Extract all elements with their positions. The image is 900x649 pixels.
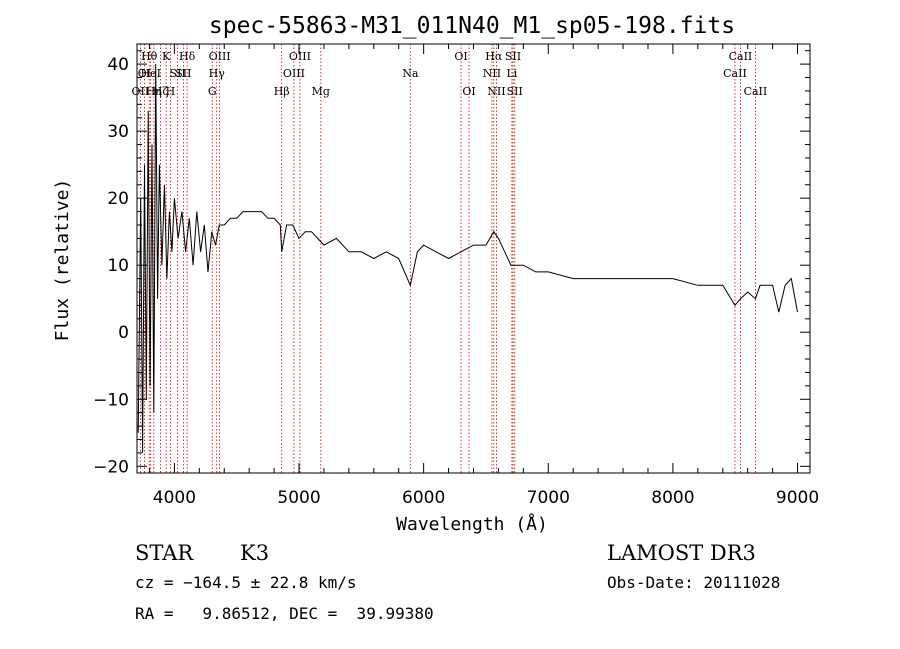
line-marker-label-7: H <box>166 85 176 98</box>
y-tick-label-0: −20 <box>93 457 129 477</box>
x-axis-ticks: 4000 5000 6000 7000 8000 9000 <box>148 44 819 508</box>
line-marker-label-23: NII <box>487 85 505 98</box>
object-subclass: K3 <box>240 541 269 565</box>
ra-dec-coordinates: RA = 9.86512, DEC = 39.99380 <box>135 604 434 623</box>
chart-title: spec-55863-M31_011N40_M1_sp05-198.fits <box>209 13 735 39</box>
y-tick-label-2: 0 <box>118 323 129 343</box>
x-tick-label-5: 9000 <box>776 488 819 508</box>
line-marker-label-5: Hζ <box>153 85 169 98</box>
line-marker-label-20: OI <box>462 85 475 98</box>
line-marker-label-12: Hγ <box>209 67 226 80</box>
y-tick-label-6: 40 <box>107 55 129 75</box>
spectrum-line <box>137 64 798 453</box>
survey-name: LAMOST DR3 <box>607 541 756 565</box>
line-marker-label-1: OI <box>138 67 151 80</box>
x-tick-label-4: 8000 <box>651 488 694 508</box>
x-tick-label-3: 7000 <box>527 488 570 508</box>
y-tick-label-3: 10 <box>107 256 129 276</box>
line-marker-label-2: Hθ <box>141 50 158 63</box>
line-marker-label-0: OII <box>132 85 150 98</box>
emission-line-markers <box>139 44 756 473</box>
y-tick-label-4: 20 <box>107 189 129 209</box>
y-axis-label: Flux (relative) <box>52 179 73 342</box>
line-marker-label-17: Mg <box>312 85 330 98</box>
x-tick-label-1: 5000 <box>277 488 320 508</box>
line-marker-label-8: SII <box>170 67 186 80</box>
line-marker-label-13: OIII <box>209 50 231 63</box>
y-tick-label-1: −10 <box>93 390 129 410</box>
line-marker-label-16: OIII <box>289 50 311 63</box>
line-marker-label-15: OIII <box>283 67 305 80</box>
observation-date: Obs-Date: 20111028 <box>607 573 780 592</box>
y-axis-ticks: −20 −10 0 10 20 30 40 <box>93 50 810 477</box>
line-marker-label-28: CaII <box>729 50 753 63</box>
line-marker-label-18: Na <box>402 67 419 80</box>
object-class: STAR <box>135 541 194 565</box>
line-marker-label-19: OI <box>454 50 467 63</box>
line-marker-label-26: SII <box>507 85 523 98</box>
line-marker-label-4: Hη <box>146 85 162 98</box>
line-marker-label-10: SII <box>175 67 191 80</box>
redshift-cz: cz = −164.5 ± 22.8 km/s <box>135 573 357 592</box>
line-marker-label-24: Li <box>506 67 517 80</box>
x-tick-label-0: 4000 <box>153 488 196 508</box>
line-marker-label-22: Hα <box>485 50 503 63</box>
y-tick-label-5: 30 <box>107 122 129 142</box>
line-marker-label-6: K <box>162 50 171 63</box>
x-axis-label: Wavelength (Å) <box>396 513 548 535</box>
line-marker-label-21: NII <box>483 67 501 80</box>
line-marker-label-11: G <box>208 85 217 98</box>
line-marker-label-14: Hβ <box>274 85 290 98</box>
line-marker-label-3: HeI <box>140 67 160 80</box>
line-marker-label-9: Hδ <box>179 50 196 63</box>
line-marker-label-29: CaII <box>744 85 768 98</box>
line-marker-label-27: CaII <box>723 67 747 80</box>
line-marker-label-25: SII <box>505 50 521 63</box>
plot-frame <box>136 43 811 474</box>
x-tick-label-2: 6000 <box>402 488 445 508</box>
